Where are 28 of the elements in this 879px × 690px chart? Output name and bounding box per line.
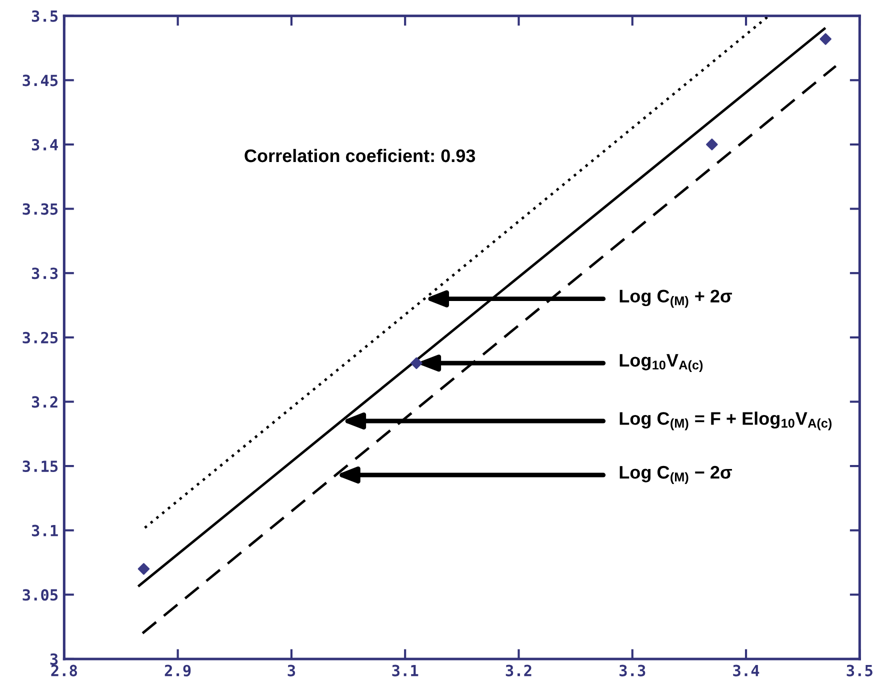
y-tick-label: 3.45 — [22, 74, 58, 86]
annotation: Log C$_{(M)}$ − 2σ — [620, 466, 732, 484]
annotation: Log C$_{(M)}$ = F + Elog$_{10}$V$_{A(c)}$ — [620, 412, 832, 430]
point — [138, 563, 150, 575]
x-tick-label: 3.3 — [620, 664, 646, 676]
x-tick-label: 2.8 — [51, 664, 77, 676]
y-tick-label: 3.3 — [32, 268, 58, 280]
y-tick-label: 3.35 — [22, 203, 58, 215]
y-tick-label: 3.2 — [32, 396, 58, 408]
x-tick-label: 3.5 — [846, 664, 872, 676]
y-tick-label: 3 — [50, 653, 58, 665]
y-tick-label: 3.5 — [32, 10, 58, 22]
y-tick-label: 3.25 — [22, 332, 58, 344]
point — [706, 138, 718, 150]
annotation: Log$_{10}$V$_{A(c)}$ — [620, 354, 703, 372]
y-tick-label: 3.05 — [22, 589, 58, 601]
x-tick-label: 2.9 — [164, 664, 191, 676]
y-tick-label: 3.4 — [32, 138, 58, 151]
y-tick-label: 3.15 — [22, 460, 58, 472]
annotation: Log C$_{(M)}$ + 2σ — [620, 290, 732, 308]
x-tick-label: 3.4 — [733, 664, 760, 676]
point — [410, 357, 422, 370]
x-tick-label: 3 — [288, 664, 296, 676]
x-tick-label: 3.1 — [392, 664, 418, 676]
point — [820, 33, 832, 45]
annotation: Correlation coeficient: 0.93 — [244, 148, 476, 162]
x-tick-label: 3.2 — [506, 664, 532, 676]
y-tick-label: 3.1 — [32, 524, 58, 536]
